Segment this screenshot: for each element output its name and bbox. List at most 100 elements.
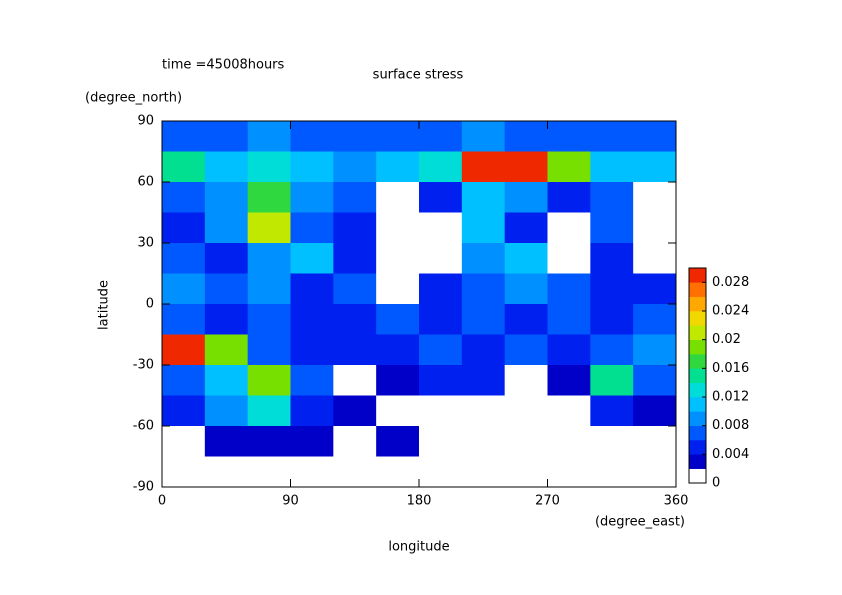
- contour-cell: [633, 273, 677, 305]
- contour-cell: [419, 151, 463, 183]
- contour-cell: [419, 365, 463, 396]
- contour-cell: [504, 304, 548, 335]
- y-tick-label: -90: [133, 480, 154, 495]
- colorbar-tick-label: 0.02: [712, 332, 741, 347]
- contour-cell: [633, 151, 677, 183]
- contour-cell: [461, 273, 506, 305]
- x-tick-label: 270: [535, 494, 560, 509]
- contour-cell: [204, 273, 249, 305]
- contour-cell: [419, 273, 463, 305]
- colorbar-frame: [688, 267, 707, 484]
- contour-cell: [290, 456, 334, 488]
- colorbar-segment: [689, 296, 706, 312]
- contour-cell: [290, 182, 334, 213]
- contour-cell: [333, 426, 377, 457]
- contour-cell: [504, 365, 548, 396]
- contour-cell: [204, 212, 249, 244]
- contour-cell: [247, 182, 291, 213]
- contour-cell: [461, 121, 506, 152]
- contour-cell: [504, 182, 548, 213]
- contour-cell: [590, 212, 634, 244]
- colorbar-segment: [689, 382, 706, 398]
- contour-cell: [204, 243, 249, 274]
- contour-cell: [376, 426, 420, 457]
- contour-cell: [290, 304, 334, 335]
- colorbar-segment: [689, 368, 706, 383]
- contour-cell: [547, 273, 591, 305]
- contour-cell: [376, 121, 420, 152]
- contour-cell: [204, 334, 249, 366]
- contour-cell: [247, 121, 291, 152]
- contour-cell: [376, 365, 420, 396]
- contour-cell: [633, 456, 677, 488]
- contour-cell: [461, 334, 506, 366]
- y-tick-label: 60: [137, 175, 154, 190]
- contour-cell: [547, 304, 591, 335]
- contour-cell: [333, 365, 377, 396]
- colorbar-segment: [689, 311, 706, 326]
- x-tick-label: 360: [664, 494, 689, 509]
- contour-cell: [247, 151, 291, 183]
- contour-cell: [504, 395, 548, 427]
- contour-cell: [376, 273, 420, 305]
- contour-cell: [504, 243, 548, 274]
- contour-cell: [376, 151, 420, 183]
- contour-cell: [333, 304, 377, 335]
- y-tick-label: -60: [133, 419, 154, 434]
- contour-cell: [247, 212, 291, 244]
- contour-cell: [547, 243, 591, 274]
- colorbar-segment: [689, 454, 706, 469]
- contour-cell: [162, 243, 206, 274]
- contour-cell: [247, 273, 291, 305]
- contour-cell: [247, 334, 291, 366]
- contour-cell: [290, 334, 334, 366]
- contour-cell: [590, 456, 634, 488]
- contour-cell: [204, 121, 249, 152]
- contour-cell: [247, 426, 291, 457]
- y-tick-label: 0: [146, 297, 154, 312]
- contour-cell: [461, 304, 506, 335]
- colorbar-segment: [689, 339, 706, 355]
- contour-cell: [376, 243, 420, 274]
- contour-cell: [419, 456, 463, 488]
- contour-cell: [547, 456, 591, 488]
- contour-cell: [333, 273, 377, 305]
- contour-cell: [333, 243, 377, 274]
- contour-cell: [461, 243, 506, 274]
- colorbar-segment: [689, 411, 706, 426]
- contour-field: [162, 121, 677, 488]
- contour-cell: [590, 426, 634, 457]
- contour-cell: [204, 182, 249, 213]
- contour-cell: [461, 182, 506, 213]
- contour-cell: [162, 426, 206, 457]
- colorbar-tick-label: 0: [712, 476, 720, 491]
- contour-cell: [547, 151, 591, 183]
- contour-cell: [547, 182, 591, 213]
- contour-cell: [419, 243, 463, 274]
- contour-cell: [419, 212, 463, 244]
- contour-cell: [247, 456, 291, 488]
- contour-cell: [162, 395, 206, 427]
- contour-cell: [290, 426, 334, 457]
- contour-cell: [376, 212, 420, 244]
- contour-cell: [162, 121, 206, 152]
- contour-cell: [162, 334, 206, 366]
- contour-cell: [547, 365, 591, 396]
- contour-cell: [633, 243, 677, 274]
- x-tick-label: 90: [282, 494, 299, 509]
- contour-cell: [504, 121, 548, 152]
- contour-cell: [590, 151, 634, 183]
- contour-cell: [590, 395, 634, 427]
- x-unit: (degree_east): [595, 515, 685, 530]
- contour-cell: [204, 151, 249, 183]
- contour-cell: [547, 334, 591, 366]
- contour-cell: [204, 395, 249, 427]
- contour-cell: [376, 456, 420, 488]
- contour-cell: [162, 273, 206, 305]
- contour-cell: [162, 456, 206, 488]
- contour-cell: [633, 304, 677, 335]
- contour-cell: [333, 456, 377, 488]
- colorbar-tick-label: 0.004: [712, 447, 749, 462]
- colorbar-segment: [689, 468, 706, 484]
